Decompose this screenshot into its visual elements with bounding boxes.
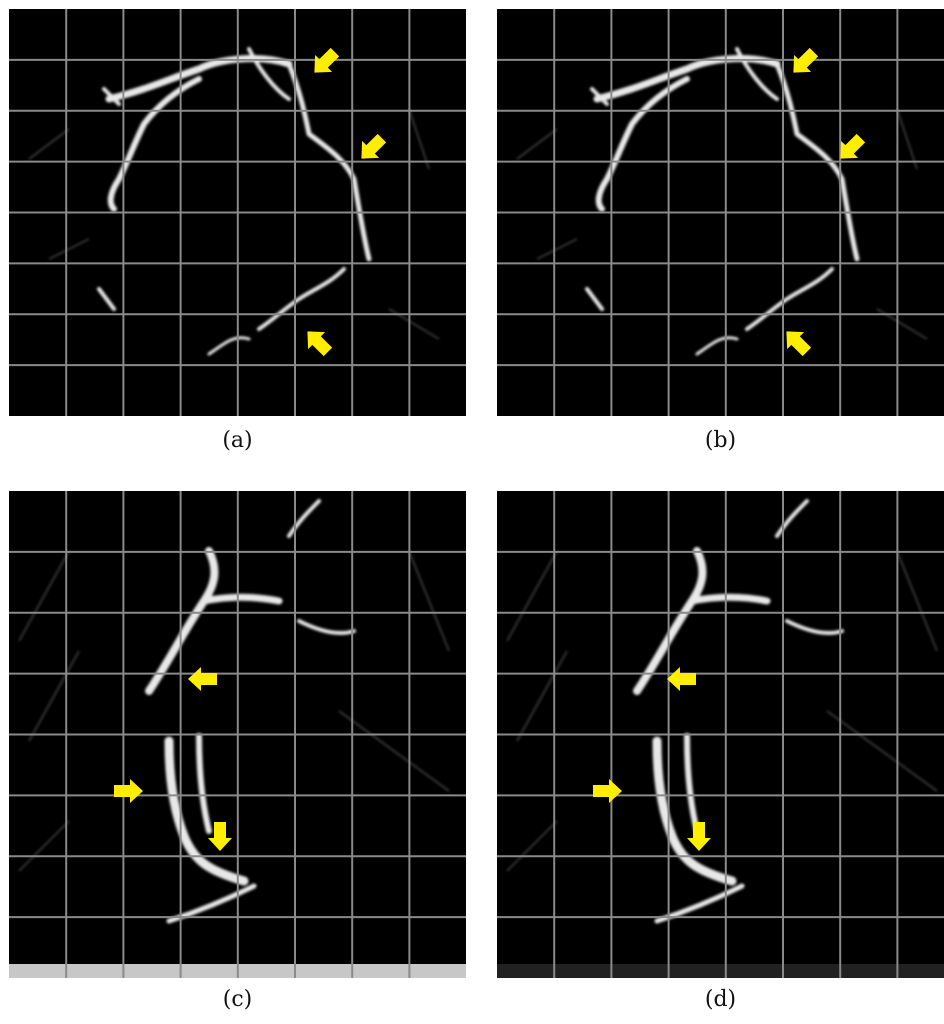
panel-caption: (a) bbox=[222, 428, 252, 453]
panel bbox=[497, 491, 944, 978]
vessel bbox=[692, 597, 767, 601]
panel-caption: (d) bbox=[705, 987, 736, 1012]
panel bbox=[497, 9, 944, 416]
figure: (a) (b) (c) (d) bbox=[0, 0, 944, 1024]
bright-edge bbox=[497, 964, 944, 978]
panel bbox=[9, 491, 466, 978]
panel-caption: (c) bbox=[223, 987, 253, 1012]
panel bbox=[9, 9, 466, 416]
vessel bbox=[204, 597, 279, 601]
panel-caption: (b) bbox=[705, 428, 736, 453]
